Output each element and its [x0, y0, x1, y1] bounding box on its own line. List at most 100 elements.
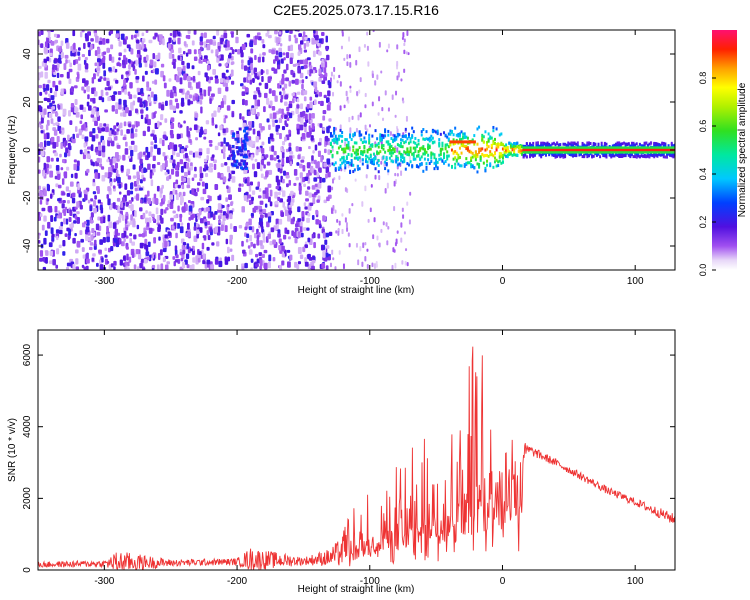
spectrogram-cell — [252, 77, 255, 84]
spectrogram-cell — [223, 44, 228, 48]
spectrogram-cell — [564, 142, 567, 146]
spectrogram-cell — [411, 164, 414, 168]
spectrogram-cell — [388, 148, 391, 152]
spectrogram-cell — [337, 230, 340, 236]
spectrogram-cell — [214, 75, 219, 79]
spectrogram-cell — [156, 185, 160, 192]
spectrogram-cell — [225, 127, 229, 133]
spectrogram-cell — [619, 154, 622, 158]
spectrogram-cell — [48, 242, 53, 248]
spectrogram-cell — [143, 151, 146, 156]
spectrogram-cell — [134, 68, 137, 75]
spectrogram-cell — [249, 235, 253, 242]
spectrogram-cell — [349, 127, 352, 134]
spectrogram-cell — [321, 177, 326, 183]
spectrogram-cell — [225, 79, 229, 84]
spectrogram-cell — [210, 264, 215, 270]
spectrogram-cell — [349, 89, 352, 93]
spectrogram-cell — [258, 71, 261, 77]
spectrogram-cell — [527, 144, 530, 148]
spectrogram-cell — [333, 126, 336, 130]
spectrogram-cell — [102, 38, 106, 45]
spectrogram-cell — [396, 44, 399, 50]
spectrogram-cell — [404, 135, 407, 139]
spectrogram-cell — [152, 36, 157, 40]
spectrogram-cell — [292, 63, 297, 67]
spectrogram-cell — [286, 183, 289, 188]
spectrogram-cell — [130, 182, 134, 190]
spectrogram-cell — [368, 133, 371, 137]
spectrogram-cell — [508, 150, 511, 154]
spectrogram-cell — [498, 159, 501, 163]
spectrogram-cell — [529, 143, 532, 147]
spectrogram-cell — [579, 152, 582, 156]
spectrogram-cell — [430, 151, 433, 155]
spectrogram-cell — [412, 146, 415, 150]
spectrogram-cell — [169, 32, 173, 37]
spectrogram-cell — [226, 105, 231, 111]
spectrogram-cell — [387, 140, 390, 144]
spectrogram-cell — [355, 150, 358, 154]
spectrogram-cell — [506, 149, 509, 153]
spectrogram-cell — [346, 53, 349, 60]
spectrogram-cell — [179, 110, 183, 114]
spectrogram-cell — [267, 196, 271, 203]
spectrogram-cell — [407, 163, 410, 167]
spectrogram-cell — [290, 190, 294, 195]
spectrogram-cell — [132, 175, 137, 179]
spectrogram-cell — [151, 168, 156, 173]
spectrogram-cell — [64, 140, 68, 146]
spectrogram-cell — [318, 68, 322, 75]
spectrogram-cell — [200, 106, 203, 114]
spectrogram-cell — [394, 262, 397, 269]
spectrogram-cell — [240, 59, 244, 64]
spectrogram-cell — [586, 152, 589, 156]
spectrogram-cell — [170, 117, 175, 123]
spectrogram-cell — [132, 218, 136, 226]
spectrogram-cell — [619, 143, 622, 147]
spectrogram-cell — [431, 136, 434, 140]
colorbar-ticks: 0.00.20.40.60.8 — [698, 72, 716, 276]
spectrogram-cell — [290, 202, 294, 206]
spectrogram-cell — [242, 139, 246, 143]
spectrogram-cell — [256, 111, 260, 117]
spectrogram-cell — [345, 90, 348, 97]
spectrogram-cell — [43, 133, 47, 140]
spectrogram-cell — [136, 178, 140, 185]
spectrogram-cell — [227, 54, 232, 59]
spectrogram-cell — [337, 137, 340, 141]
spectrogram-cell — [205, 166, 209, 171]
spectrogram-cell — [288, 207, 292, 211]
spectrogram-cell — [292, 98, 295, 104]
spectrogram-cell — [136, 171, 140, 179]
spectrogram-cell — [120, 201, 123, 208]
spectrogram-cell — [516, 141, 519, 145]
spectrogram-cell — [180, 222, 184, 226]
spectrogram-cell — [395, 238, 398, 245]
spectrogram-cell — [398, 133, 401, 137]
spectrogram-cell — [664, 155, 667, 159]
spectrogram-cell — [268, 124, 271, 130]
spectrogram-cell — [493, 152, 496, 156]
spectrogram-cell — [334, 167, 337, 171]
spectrogram-cell — [503, 144, 506, 148]
spectrogram-cell — [267, 261, 271, 269]
spectrogram-cell — [147, 190, 150, 197]
spectrogram-cell — [357, 164, 360, 168]
spectrogram-cell — [428, 161, 431, 165]
spectrogram-cell — [170, 154, 174, 160]
spectrogram-cell — [568, 142, 571, 146]
spectrogram-cell — [70, 106, 74, 113]
spectrogram-cell — [334, 266, 337, 270]
spectrogram-cell — [90, 212, 94, 218]
spectrogram-cell — [363, 44, 366, 48]
spectrogram-cell — [97, 216, 101, 221]
spectrogram-cell — [501, 154, 504, 158]
spectrogram-cell — [185, 253, 190, 260]
spectrogram-cell — [182, 65, 186, 72]
spectrogram-cell — [72, 237, 76, 244]
spectrogram-cell — [360, 138, 363, 142]
spectrogram-cell — [206, 263, 210, 268]
spectrogram-cell — [45, 257, 48, 264]
spectrogram-cell — [369, 147, 372, 151]
